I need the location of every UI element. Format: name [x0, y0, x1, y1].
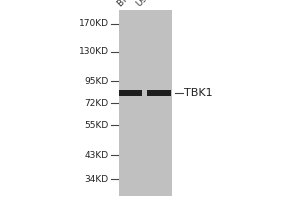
- Text: U937: U937: [135, 0, 158, 8]
- Text: 72KD: 72KD: [85, 98, 109, 108]
- Bar: [118, 10, 172, 196]
- Text: 55KD: 55KD: [84, 120, 109, 130]
- Text: BT474: BT474: [115, 0, 142, 8]
- Text: 170KD: 170KD: [79, 20, 109, 28]
- Text: 43KD: 43KD: [85, 150, 109, 160]
- Bar: [147, 90, 171, 96]
- Text: TBK1: TBK1: [184, 88, 213, 98]
- Text: 130KD: 130KD: [79, 47, 109, 56]
- Text: 34KD: 34KD: [85, 174, 109, 184]
- Text: 95KD: 95KD: [84, 76, 109, 86]
- Bar: [119, 90, 142, 96]
